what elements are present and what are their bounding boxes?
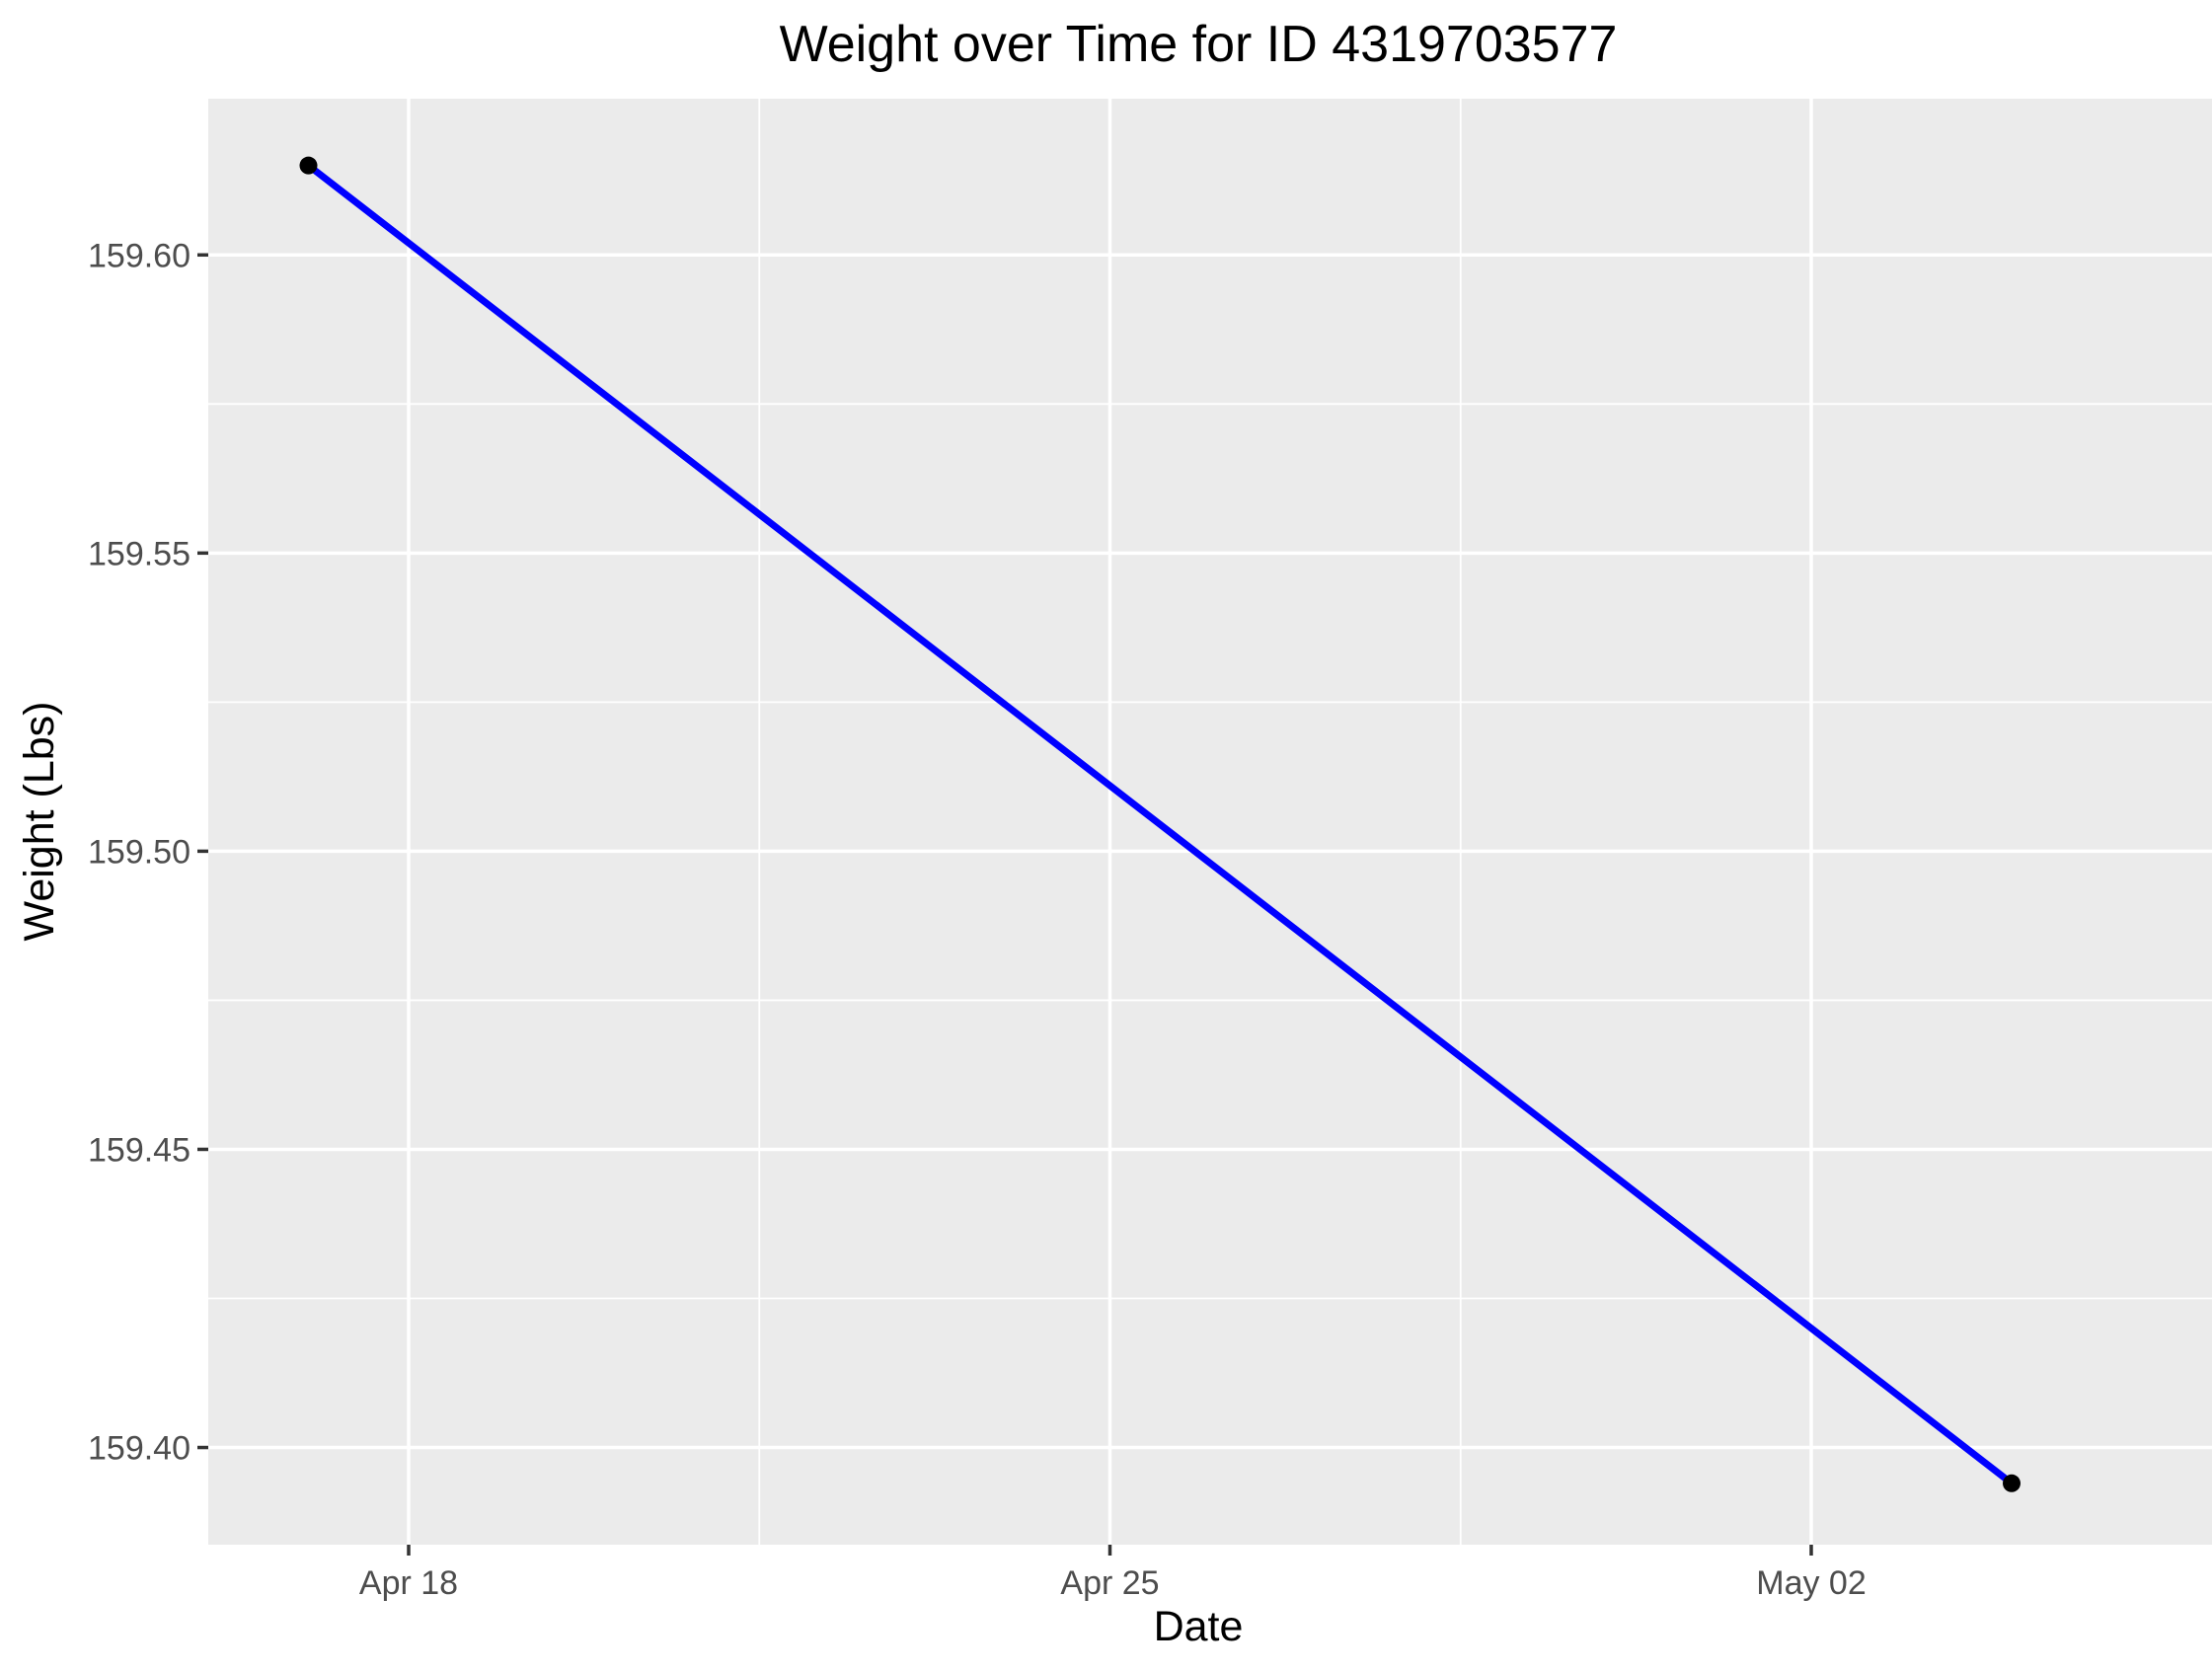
x-axis: Apr 18 Apr 25 May 02 <box>359 1545 1867 1602</box>
series-line <box>306 162 2015 1486</box>
y-tick-label: 159.60 <box>88 237 191 274</box>
y-tick-label: 159.50 <box>88 833 191 871</box>
x-tick-label: Apr 25 <box>1060 1564 1159 1602</box>
y-tick-label: 159.45 <box>88 1131 191 1169</box>
y-axis: 159.40 159.45 159.50 159.55 159.60 <box>88 237 208 1468</box>
minor-gridlines <box>208 99 2212 1545</box>
major-gridlines <box>208 99 2212 1545</box>
y-axis-title: Weight (Lbs) <box>16 702 63 942</box>
series-layer <box>299 156 2021 1492</box>
chart-title: Weight over Time for ID 4319703577 <box>780 16 1618 73</box>
data-point <box>2003 1474 2021 1492</box>
y-tick-label: 159.55 <box>88 535 191 572</box>
x-tick-label: May 02 <box>1756 1564 1867 1602</box>
plot-panel <box>208 99 2212 1545</box>
x-axis-title: Date <box>1154 1603 1244 1650</box>
x-tick-label: Apr 18 <box>359 1564 458 1602</box>
data-point <box>299 156 318 175</box>
y-tick-label: 159.40 <box>88 1430 191 1468</box>
